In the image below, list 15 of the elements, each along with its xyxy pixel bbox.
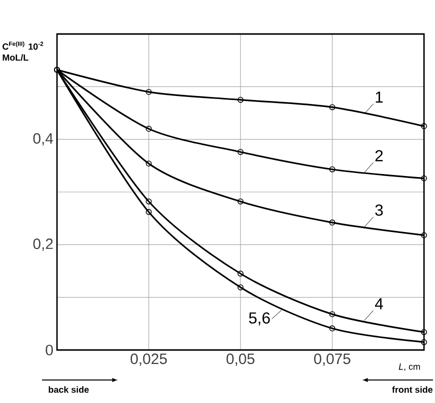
- series-label: 3: [375, 204, 383, 216]
- text: front side: [392, 386, 433, 393]
- y-tick-label: 0,4: [33, 133, 54, 146]
- series-label: 4: [374, 298, 384, 310]
- y-tick-label: 0,2: [33, 238, 53, 251]
- series-label: 1: [376, 92, 383, 103]
- x-tick-label: 0,05: [226, 354, 254, 366]
- text: back side: [48, 386, 89, 393]
- x-axis-title: L, cm: [398, 364, 420, 371]
- series-label: 2: [375, 150, 383, 162]
- y-tick-label: 0: [46, 344, 53, 356]
- legend-label: 5,6: [249, 312, 270, 326]
- x-tick-label: 0,025: [130, 354, 167, 366]
- text: C$^{Fe(III)}$ 10$^{-2}$ MoL/L: [2, 42, 44, 61]
- x-tick-label: 0,075: [314, 354, 350, 366]
